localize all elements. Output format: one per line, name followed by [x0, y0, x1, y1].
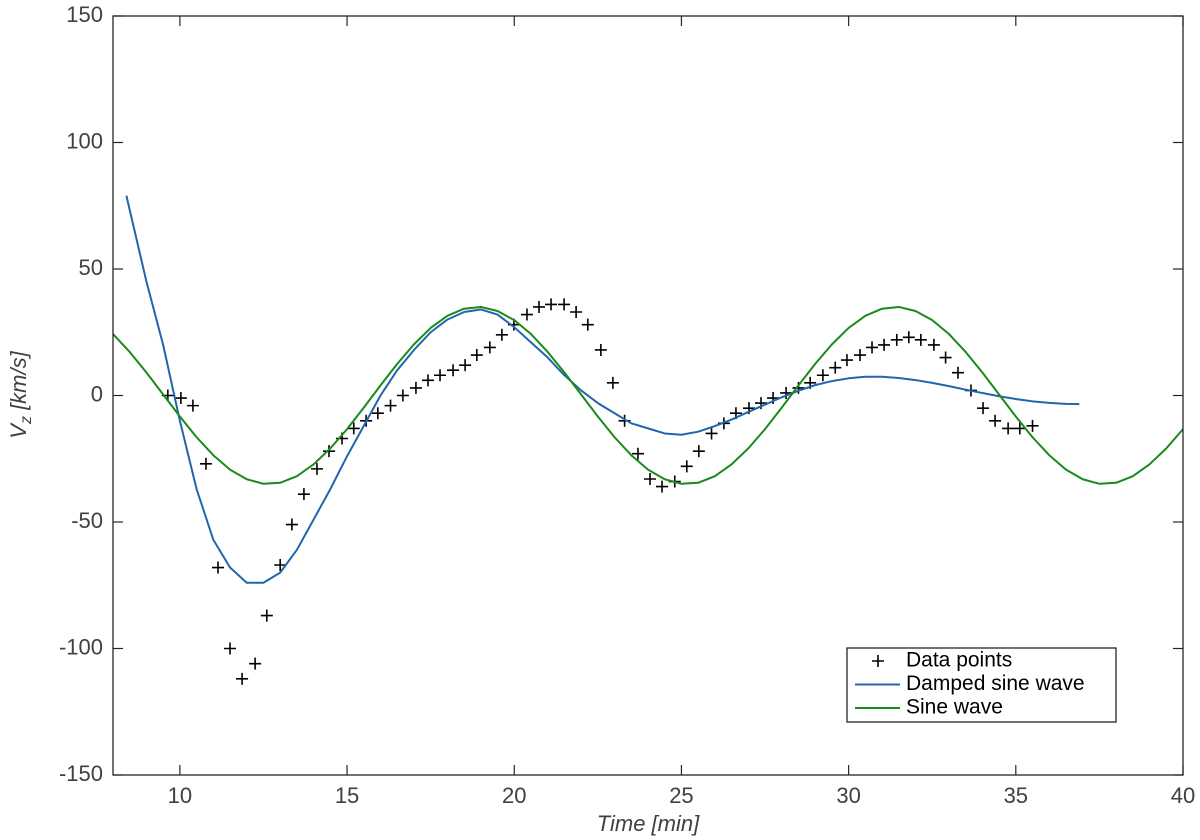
data-point: [421, 374, 434, 387]
data-point: [927, 338, 940, 351]
x-tick-label: 25: [669, 783, 693, 808]
data-point: [297, 488, 310, 501]
curve: [125, 195, 1080, 584]
x-tick-label: 10: [168, 783, 192, 808]
data-point: [680, 460, 693, 473]
data-point: [434, 369, 447, 382]
x-tick-label: 15: [335, 783, 359, 808]
y-tick-label: 0: [91, 381, 103, 406]
data-point: [174, 392, 187, 405]
data-point: [447, 364, 460, 377]
data-point: [211, 561, 224, 574]
y-tick-label: -150: [59, 761, 103, 786]
x-tick-label: 35: [1004, 783, 1028, 808]
data-point: [186, 399, 199, 412]
curve: [113, 305, 1183, 485]
legend-label: Sine wave: [906, 696, 1003, 719]
y-tick-label: 50: [79, 255, 103, 280]
data-point: [977, 402, 990, 415]
data-point: [520, 308, 533, 321]
data-point: [914, 333, 927, 346]
data-point: [249, 657, 262, 670]
data-point: [866, 341, 879, 354]
data-point: [989, 414, 1002, 427]
data-point: [631, 447, 644, 460]
data-point: [495, 328, 508, 341]
data-point: [594, 343, 607, 356]
y-label-sub: z: [18, 416, 35, 425]
data-point: [236, 672, 249, 685]
data-point: [570, 306, 583, 319]
data-point: [285, 518, 298, 531]
data-point: [396, 389, 409, 402]
data-point: [656, 480, 669, 493]
data-point: [939, 351, 952, 364]
x-tick-label: 20: [502, 783, 526, 808]
data-point: [1002, 422, 1015, 435]
data-point: [483, 341, 496, 354]
data-point: [1013, 422, 1026, 435]
data-point: [199, 457, 212, 470]
data-point: [705, 427, 718, 440]
legend-marker: [872, 655, 884, 667]
data-point: [274, 559, 287, 572]
data-point: [532, 300, 545, 313]
y-label-rest: [km/s]: [6, 350, 31, 416]
y-tick-label: 150: [66, 2, 103, 27]
legend-label: Damped sine wave: [906, 672, 1085, 695]
data-point: [558, 298, 571, 311]
y-tick-label: -50: [71, 508, 103, 533]
legend-label: Data points: [906, 649, 1012, 672]
data-point: [890, 333, 903, 346]
data-point: [384, 399, 397, 412]
data-point: [644, 472, 657, 485]
data-point: [902, 331, 915, 344]
data-point: [829, 361, 842, 374]
x-tick-label: 40: [1171, 783, 1195, 808]
data-point: [816, 369, 829, 382]
data-point: [224, 642, 237, 655]
data-point: [347, 422, 360, 435]
data-point: [545, 298, 558, 311]
data-point: [1026, 419, 1039, 432]
y-tick-label: 100: [66, 128, 103, 153]
data-point: [260, 609, 273, 622]
data-point: [470, 349, 483, 362]
data-point: [951, 366, 964, 379]
plot-area: [113, 195, 1183, 685]
data-point: [692, 445, 705, 458]
data-point: [853, 349, 866, 362]
y-tick-label: -100: [59, 634, 103, 659]
x-axis-label: Time [min]: [597, 811, 700, 836]
data-point: [323, 445, 336, 458]
y-label-main: V: [6, 422, 31, 439]
y-axis-label: Vz [km/s]: [6, 350, 35, 438]
data-point: [581, 318, 594, 331]
data-point: [606, 376, 619, 389]
x-tick-label: 30: [836, 783, 860, 808]
data-point: [310, 462, 323, 475]
data-point: [840, 354, 853, 367]
data-point: [371, 407, 384, 420]
data-point: [878, 338, 891, 351]
data-point: [459, 359, 472, 372]
data-point: [409, 381, 422, 394]
